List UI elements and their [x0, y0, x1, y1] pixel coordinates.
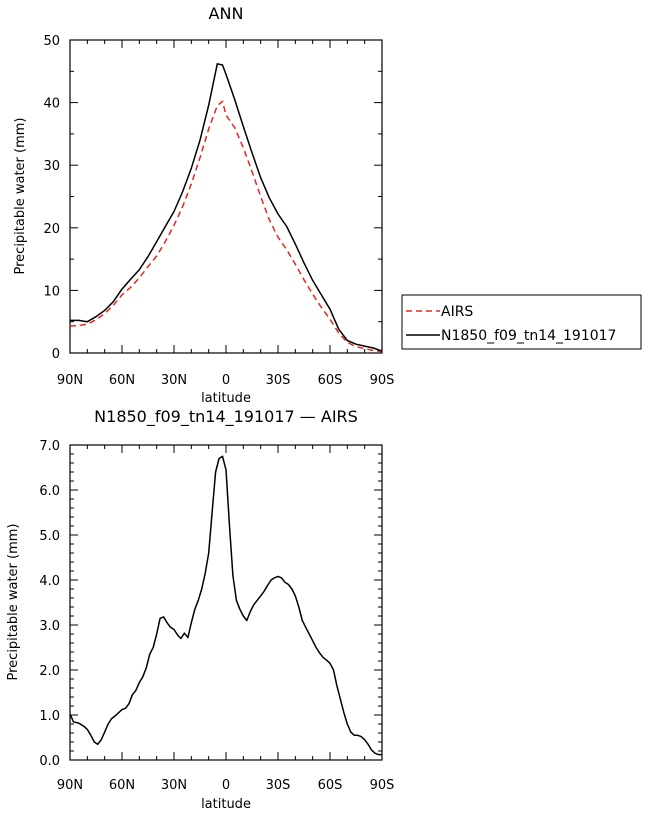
bottom-y-tick-label: 7.0 [39, 439, 60, 454]
bottom-y-tick-label: 3.0 [39, 619, 60, 634]
legend-box [401, 294, 642, 350]
top-chart: ANN 90N 60N 30N 0 30S 60S 90S 0 10 20 30 40 50 latit… [13, 4, 394, 406]
bottom-chart-ylabel: Precipitable water (mm) [6, 524, 21, 681]
top-y-tick-label: 10 [43, 284, 60, 299]
bottom-x-tick-label: 30S [266, 778, 291, 793]
bottom-chart-ticks: 90N 60N 30N 0 30S 60S 90S 0.0 1.0 2.0 3.0 4.0 5.0 6.0… [39, 439, 394, 793]
bottom-chart-title: N1850_f09_tn14_191017 — AIRS [94, 407, 358, 427]
bottom-y-tick-label: 5.0 [39, 529, 60, 544]
bottom-chart-xlabel: latitude [201, 797, 251, 812]
bottom-series-line-0 [69, 455, 382, 756]
top-plot-frame [69, 39, 383, 354]
bottom-x-tick-label: 90N [57, 778, 83, 793]
bottom-y-tick-label: 4.0 [39, 574, 60, 589]
top-x-tick-label: 90N [57, 373, 83, 388]
legend-label-airs: AIRS [441, 304, 473, 320]
top-x-tick-label: 30N [161, 373, 187, 388]
top-series-line-0 [69, 100, 383, 353]
top-chart-ylabel: Precipitable water (mm) [13, 118, 28, 275]
top-chart-xlabel: latitude [201, 391, 251, 406]
top-x-tick-label: 60N [109, 373, 135, 388]
top-y-tick-label: 20 [43, 222, 60, 237]
bottom-x-tick-label: 60S [318, 778, 343, 793]
top-y-tick-label: 40 [43, 97, 60, 112]
top-y-tick-label: 50 [43, 34, 60, 49]
top-chart-lines [69, 63, 383, 353]
top-series-line-1 [70, 63, 383, 352]
legend-label-model: N1850_f09_tn14_191017 [441, 328, 616, 344]
bottom-y-tick-label: 1.0 [39, 709, 60, 724]
bottom-y-tick-label: 6.0 [39, 484, 60, 499]
top-y-tick-label: 30 [43, 159, 60, 174]
bottom-chart-lines [69, 455, 382, 756]
bottom-x-tick-label: 30N [161, 778, 187, 793]
bottom-plot-frame [69, 444, 383, 761]
top-x-tick-label: 90S [370, 373, 395, 388]
bottom-y-tick-label: 2.0 [39, 664, 60, 679]
top-y-tick-label: 0 [52, 347, 60, 362]
bottom-y-tick-label: 0.0 [39, 754, 60, 769]
bottom-x-tick-label: 0 [222, 778, 230, 793]
bottom-x-tick-label: 90S [370, 778, 395, 793]
top-x-tick-label: 60S [318, 373, 343, 388]
top-chart-title: ANN [209, 4, 244, 23]
bottom-chart: N1850_f09_tn14_191017 — AIRS 90N 60N 30N 0 3… [6, 407, 394, 812]
legend: AIRS N1850_f09_tn14_191017 [401, 294, 642, 350]
top-x-tick-label: 30S [266, 373, 291, 388]
top-x-tick-label: 0 [222, 373, 230, 388]
bottom-x-tick-label: 60N [109, 778, 135, 793]
top-chart-ticks: 90N 60N 30N 0 30S 60S 90S 0 10 20 30 40 50 [43, 34, 394, 388]
